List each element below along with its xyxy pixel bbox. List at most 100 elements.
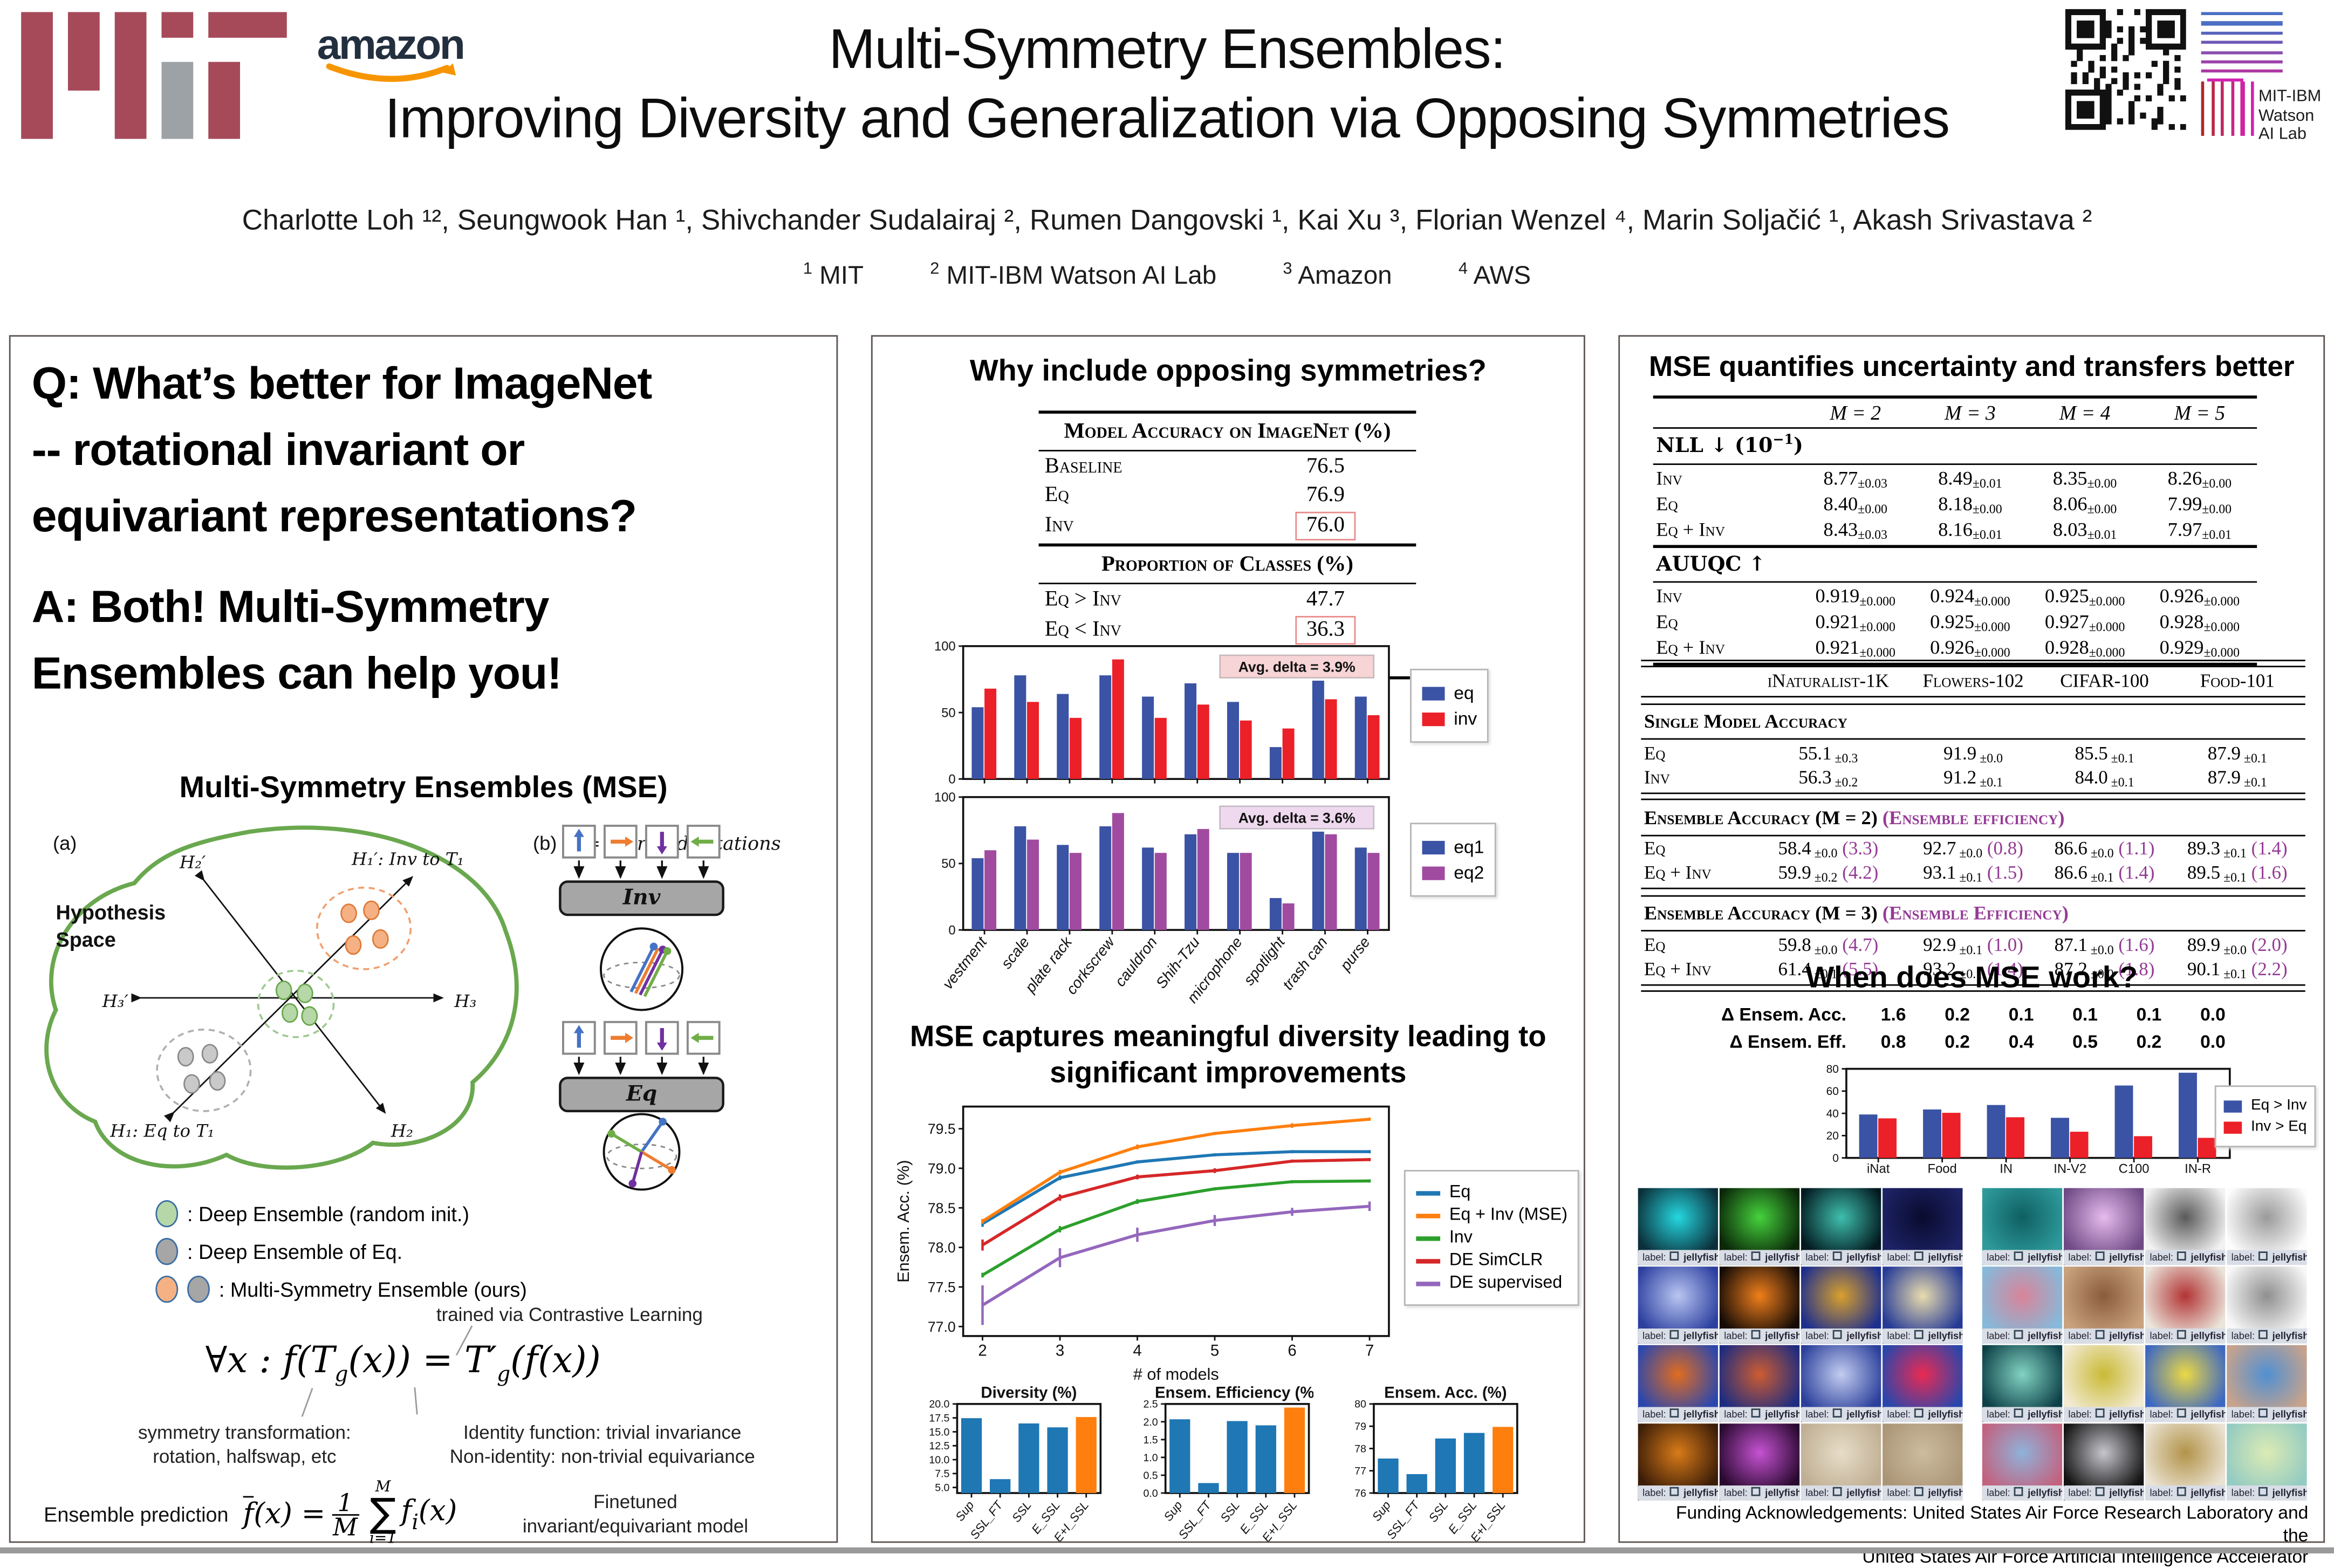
jellyfish-image: label: jellyfish: [2145, 1188, 2226, 1265]
svg-text:iNat: iNat: [1867, 1162, 1890, 1176]
metric-value: 8.40±0.00: [1823, 492, 1887, 517]
metric-value: 0.928±0.000: [2159, 610, 2240, 634]
legend-item: eq1: [1422, 837, 1484, 858]
watson-logo-line: [2201, 12, 2283, 16]
image-label-badge: label: jellyfish: [2145, 1485, 2226, 1501]
metric-value: 8.26±0.00: [2167, 466, 2232, 491]
table-row: Eq 76.9: [1039, 482, 1416, 510]
jellyfish-image: label: jellyfish: [1982, 1423, 2063, 1501]
table-section-header: Single Model Accuracy: [1644, 709, 1847, 732]
jellyfish-image: label: jellyfish: [2145, 1345, 2226, 1422]
table-row: Inv 8.77±0.03 8.49±0.01 8.35±0.00 8.26±0.00: [1653, 465, 2257, 491]
delta-row: Δ Ensem. Acc. 1.6 0.2 0.1 0.1 0.1 0.0: [1653, 1004, 2245, 1025]
jellyfish-image: label: jellyfish: [1801, 1345, 1881, 1422]
metric-value: 8.06±0.00: [2052, 492, 2117, 517]
ensemble-lines-svg: 77.0 77.5 78.0 78.5 79.0 79.5 2 3 4 5 6 7 Ensem. Acc…: [894, 1105, 1390, 1384]
legend-swatch-icon: [2223, 1099, 2242, 1112]
legend-label: eq: [1454, 682, 1474, 704]
row-label: Eq: [1656, 492, 1678, 515]
metric-value: 87.2 ±0.0 (1.8): [2054, 958, 2155, 981]
image-label-badge: label: jellyfish: [1883, 1407, 1963, 1422]
jellyfish-image: label: jellyfish: [1638, 1345, 1719, 1422]
svg-text:Ensem. Efficiency (%): Ensem. Efficiency (%): [1155, 1384, 1313, 1401]
metric-value: 91.2 ±0.1: [1943, 766, 2003, 789]
external-link-icon: [2177, 1251, 2187, 1261]
table-section-header: Ensemble Accuracy (M = 3) (Ensemble Effi…: [1644, 901, 2069, 925]
jellyfish-image: label: jellyfish: [2063, 1266, 2144, 1344]
external-link-icon: [1914, 1408, 1924, 1418]
invariance-equation: ∀x : f(Tg(x)) = T′g(f(x)): [205, 1339, 601, 1388]
mse-work-title: When does MSE work?: [1805, 961, 2138, 995]
delta-row-label: Δ Ensem. Eff.: [1729, 1031, 1846, 1052]
image-label-badge: label: jellyfish: [1801, 1328, 1881, 1344]
table-rule: [1038, 450, 1416, 451]
highlighted-value: 36.3: [1296, 615, 1356, 645]
answer-text: A: Both! Multi-Symmetry Ensembles can he…: [31, 583, 562, 699]
row-label: Eq: [1656, 610, 1678, 633]
svg-text:Sup: Sup: [953, 1498, 976, 1524]
table-row: Inv 76.0: [1039, 510, 1416, 542]
mini-eff-svg: Ensem. Efficiency (%) 0.0 0.5 1.0 1.5 2.0 2.5 S…: [1143, 1384, 1319, 1545]
jellyfish-image: label: jellyfish: [2145, 1266, 2226, 1344]
mid-section-title: Why include opposing symmetries?: [969, 354, 1487, 388]
value: 76.5: [1306, 454, 1345, 479]
watson-logo-line: [2201, 50, 2283, 54]
panel-uncertainty-transfer: MSE quantifies uncertainty and transfers…: [1618, 335, 2325, 1567]
metric-value: 8.35±0.00: [2052, 466, 2117, 491]
svg-text:H₂: H₂: [391, 1120, 413, 1141]
symmetry-note: symmetry transformation: rotation, halfs…: [138, 1422, 351, 1468]
table-rule: [1038, 583, 1416, 585]
panel-question: Q: What’s better for ImageNet -- rotatio…: [9, 335, 838, 1546]
svg-text:0.5: 0.5: [1143, 1470, 1158, 1482]
table-row: Eq + Inv 0.921±0.000 0.926±0.000 0.928±0.00…: [1653, 635, 2257, 661]
poster-title: Multi-Symmetry Ensembles: Improving Dive…: [378, 15, 1957, 154]
table-row: Eq + Inv 59.9 ±0.2 (4.2) 93.1 ±0.1 (1.5) 86…: [1641, 862, 2305, 886]
svg-text:4: 4: [1133, 1341, 1141, 1359]
accuracy-mini-chart: Ensem. Acc. (%) 76 77 78 79 80 Sup SSL_FT SSL E_S…: [1334, 1384, 1522, 1549]
legend-swatch-icon: [1422, 711, 1445, 725]
table-rule: [1038, 410, 1416, 414]
legend-label: eq2: [1454, 862, 1484, 884]
external-link-icon: [1751, 1251, 1761, 1261]
highlighted-value: 76.0: [1296, 511, 1356, 540]
delta-value: 0.8: [1880, 1031, 1906, 1052]
watson-logo-line: [2201, 70, 2283, 73]
external-link-icon: [2177, 1408, 2187, 1418]
svg-text:0: 0: [1832, 1152, 1839, 1165]
image-label-badge: label: jellyfish: [1719, 1485, 1800, 1501]
jellyfish-image: label: jellyfish: [1638, 1423, 1719, 1501]
watson-logo-line: [2201, 40, 2283, 45]
svg-text:SSL: SSL: [1426, 1498, 1451, 1525]
table-row: Inv 56.3 ±0.2 91.2 ±0.1 84.0 ±0.1 87.9 ±0.1: [1641, 766, 2305, 790]
svg-text:15.0: 15.0: [929, 1426, 949, 1438]
legend-swatch-icon: [1416, 1235, 1441, 1241]
svg-text:purse: purse: [1337, 934, 1373, 974]
jellyfish-image: label: jellyfish: [2227, 1423, 2307, 1501]
row-label: Eq + Inv: [1644, 862, 1712, 884]
table-rule: [1653, 544, 2257, 547]
table-section-header: Proportion of Classes (%): [1101, 552, 1353, 577]
jellyfish-image: label: jellyfish: [2145, 1423, 2226, 1501]
external-link-icon: [2096, 1408, 2105, 1418]
delta-value: 0.1: [2072, 1004, 2098, 1025]
external-link-icon: [2259, 1251, 2268, 1261]
legend-swatch-icon: [1422, 686, 1445, 700]
inv-cluster-dots: [340, 900, 389, 955]
image-label-badge: label: jellyfish: [2227, 1407, 2307, 1422]
external-link-icon: [1914, 1251, 1924, 1261]
image-label-badge: label: jellyfish: [2227, 1250, 2307, 1265]
svg-text:Food: Food: [1928, 1162, 1957, 1176]
jellyfish-grid-renditions: label: jellyfish label: jellyfish label: j…: [1982, 1188, 2309, 1502]
legend-label: inv: [1454, 708, 1477, 729]
metric-value: 89.5 ±0.1 (1.6): [2187, 862, 2288, 885]
line-chart-legend: Eq Eq + Inv (MSE) Inv DE SimCLR DE supervise…: [1404, 1170, 1580, 1306]
jellyfish-image: label: jellyfish: [2063, 1423, 2144, 1501]
table-row: Baseline 76.5: [1039, 453, 1416, 482]
svg-text:IN: IN: [2000, 1162, 2013, 1176]
metric-value: 86.6 ±0.0 (1.1): [2054, 838, 2155, 861]
watson-logo-line: [2201, 31, 2283, 35]
watson-logo-line: [2211, 81, 2215, 136]
table-row: Eq < Inv 36.3: [1039, 614, 1416, 646]
svg-text:17.5: 17.5: [929, 1413, 949, 1425]
